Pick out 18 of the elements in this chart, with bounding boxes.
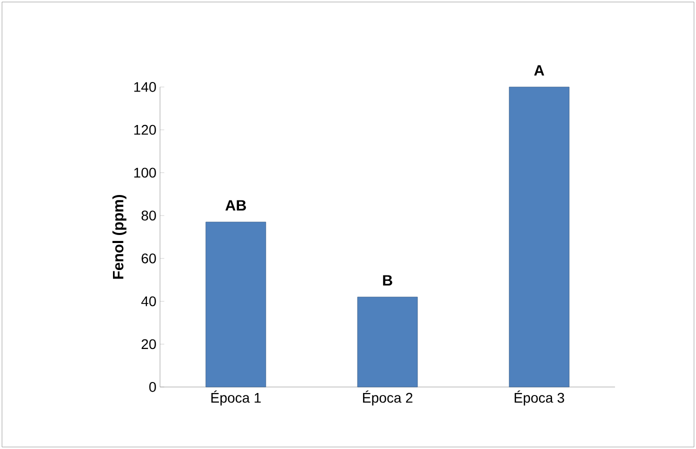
bar	[357, 296, 418, 388]
bar	[508, 86, 570, 388]
y-tick-label: 0	[149, 382, 156, 392]
annotation: A	[534, 65, 544, 76]
y-tick-label: 40	[141, 296, 156, 306]
y-axis-title: Fenol (ppm)	[112, 194, 126, 279]
x-tick-label: Época 2	[363, 390, 412, 406]
x-tick-label: Época 1	[211, 390, 261, 406]
y-tick-label: 60	[142, 253, 156, 264]
y-tick-label: 80	[142, 210, 156, 221]
bar	[206, 222, 266, 388]
x-tick-label: Época 3	[514, 390, 564, 406]
y-tick-label: 100	[134, 168, 156, 178]
y-tick-label: 20	[142, 339, 156, 350]
annotation: AB	[225, 200, 246, 210]
y-tick-label: 120	[134, 124, 156, 135]
annotation: B	[383, 275, 392, 286]
y-tick-label: 140	[134, 82, 156, 92]
